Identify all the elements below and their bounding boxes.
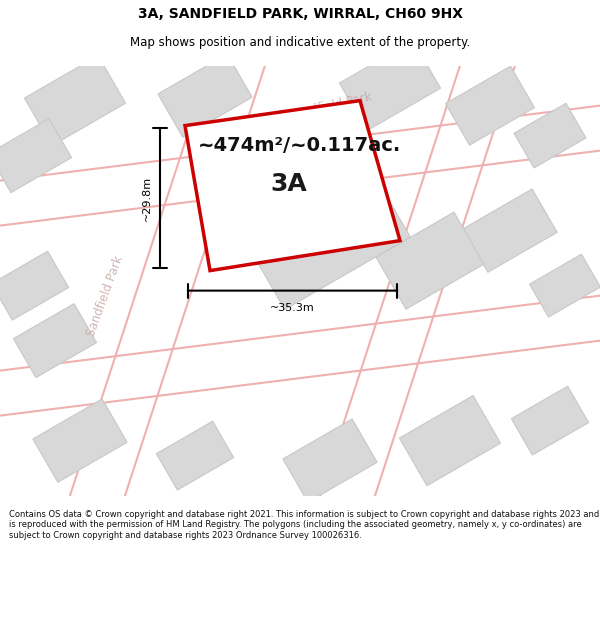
Polygon shape: [0, 251, 68, 320]
Polygon shape: [185, 101, 400, 271]
Polygon shape: [25, 56, 125, 146]
Text: Contains OS data © Crown copyright and database right 2021. This information is : Contains OS data © Crown copyright and d…: [9, 510, 599, 539]
Text: ~35.3m: ~35.3m: [270, 302, 315, 312]
Text: ~474m²/~0.117ac.: ~474m²/~0.117ac.: [199, 136, 401, 155]
Polygon shape: [340, 41, 440, 131]
Text: Sandfield Park: Sandfield Park: [85, 254, 125, 338]
Text: 3A, SANDFIELD PARK, WIRRAL, CH60 9HX: 3A, SANDFIELD PARK, WIRRAL, CH60 9HX: [137, 7, 463, 21]
Polygon shape: [511, 386, 589, 455]
Polygon shape: [446, 66, 535, 145]
Polygon shape: [283, 419, 377, 502]
Polygon shape: [400, 396, 500, 486]
Polygon shape: [530, 254, 600, 317]
Polygon shape: [463, 189, 557, 272]
Polygon shape: [157, 421, 233, 490]
Polygon shape: [514, 103, 586, 168]
Text: 3A: 3A: [271, 173, 307, 196]
Text: Sandfield Park: Sandfield Park: [287, 90, 373, 121]
Polygon shape: [230, 142, 410, 309]
Polygon shape: [33, 399, 127, 482]
Polygon shape: [158, 54, 252, 138]
Polygon shape: [0, 119, 71, 192]
Polygon shape: [376, 212, 484, 309]
Text: Map shows position and indicative extent of the property.: Map shows position and indicative extent…: [130, 36, 470, 49]
Polygon shape: [13, 304, 97, 378]
Text: ~29.8m: ~29.8m: [142, 176, 152, 221]
